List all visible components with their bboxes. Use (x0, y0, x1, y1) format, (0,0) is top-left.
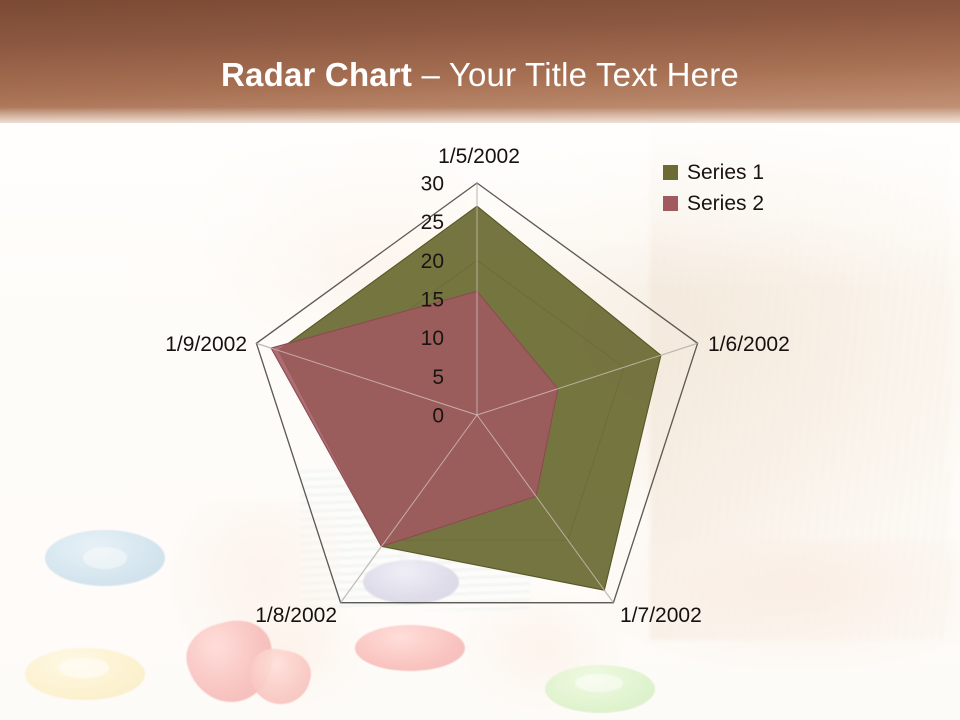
page-title: Radar Chart – Your Title Text Here (0, 56, 960, 94)
series-1-swatch (663, 165, 678, 180)
radial-tick-0: 0 (432, 405, 444, 428)
category-label-bottom-left: 1/8/2002 (255, 604, 337, 627)
radial-tick-20: 20 (421, 250, 444, 273)
series-2-area[interactable] (270, 290, 559, 548)
spoke-bottom-right-overlay (476, 414, 614, 603)
radial-tick-30: 30 (421, 173, 444, 196)
header-bottom-fade (0, 107, 960, 123)
legend-label-series-2: Series 2 (687, 192, 765, 215)
radar-spokes-overlay (256, 183, 698, 603)
legend-item-series-2[interactable]: Series 2 (663, 188, 764, 219)
spoke-bottom-left-overlay (340, 414, 478, 603)
chart-legend: Series 1 Series 2 (663, 157, 764, 219)
category-label-top: 1/5/2002 (438, 145, 520, 168)
slide-header-band (0, 0, 960, 123)
category-label-bottom-right: 1/7/2002 (620, 604, 702, 627)
spoke-left-overlay (256, 342, 478, 416)
series-2-swatch (663, 196, 678, 211)
radial-tick-5: 5 (432, 366, 444, 389)
radar-outer-boundary (255, 182, 699, 604)
radial-tick-10: 10 (421, 327, 444, 350)
radial-tick-25: 25 (421, 211, 444, 234)
legend-label-series-1: Series 1 (687, 161, 765, 184)
page-title-rest: Your Title Text Here (448, 56, 739, 93)
category-label-left: 1/9/2002 (165, 333, 247, 356)
category-label-right: 1/6/2002 (708, 333, 790, 356)
page-title-dash: – (412, 56, 449, 93)
spoke-right-overlay (476, 342, 698, 416)
radial-tick-15: 15 (421, 289, 444, 312)
page-title-bold: Radar Chart (221, 56, 413, 93)
legend-item-series-1[interactable]: Series 1 (663, 157, 764, 188)
